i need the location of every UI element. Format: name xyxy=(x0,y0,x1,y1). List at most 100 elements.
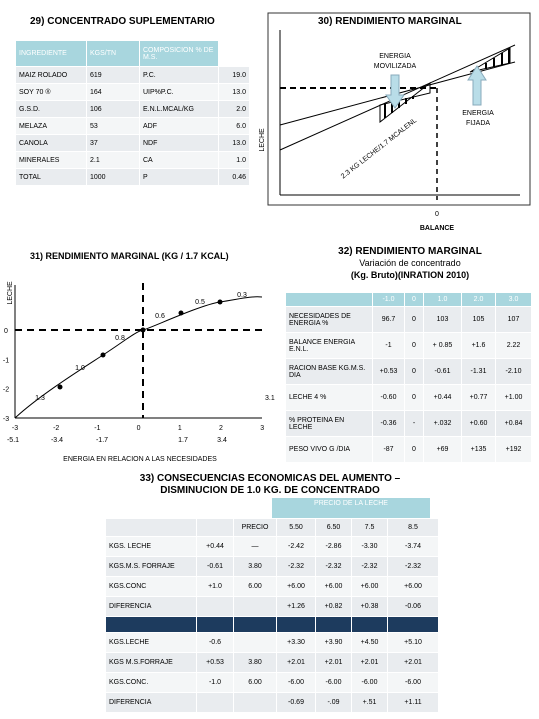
cell: P xyxy=(139,168,219,186)
cell: -2.32 xyxy=(351,556,388,577)
cell: KGS. LECHE xyxy=(105,536,197,557)
table: PRECIO 5.50 6.50 7.5 8.5 KGS. LECHE +0.44— -2.4… xyxy=(105,518,439,713)
cell: +6.00 xyxy=(387,576,439,597)
label: 1.7 xyxy=(178,437,188,444)
cell: 0 xyxy=(404,306,424,333)
cell: 2.0 xyxy=(461,292,496,307)
cell: +0.77 xyxy=(461,384,496,411)
cell: PESO VIVO G /DIA xyxy=(285,436,373,463)
side: 3.1 xyxy=(265,395,275,402)
cell: SOY 70 ® xyxy=(15,83,87,101)
arrow xyxy=(385,74,405,109)
cell: 0 xyxy=(404,292,424,307)
cell: +0.44 xyxy=(423,384,462,411)
cell: +135 xyxy=(461,436,496,463)
cell: 7.5 xyxy=(351,518,388,537)
cell: +192 xyxy=(495,436,532,463)
cell xyxy=(105,616,197,633)
label: ENERGIA MOVILIZADA xyxy=(374,53,417,70)
cell: KGS/TN xyxy=(86,40,140,67)
table: -1.0 0 1.0 2.0 3.0 NECESIDADES DE ENERGIA % 96… xyxy=(285,292,532,463)
cell: 3.80 xyxy=(233,652,277,673)
cell: -6.00 xyxy=(351,672,388,693)
cell: RACION BASE KG.M.S. DIA xyxy=(285,358,373,385)
cell: 13.0 xyxy=(218,134,250,152)
cell: +1.11 xyxy=(387,692,439,713)
cell: +0.38 xyxy=(351,596,388,617)
label: 0 xyxy=(4,328,8,335)
cell: -2.32 xyxy=(315,556,352,577)
cell: LECHE 4 % xyxy=(285,384,373,411)
cell xyxy=(233,596,277,617)
cell: MINERALES xyxy=(15,151,87,169)
label: -5.1 xyxy=(7,437,19,444)
cell: 0 xyxy=(404,436,424,463)
cell xyxy=(233,692,277,713)
group-header: PRECIO DE LA LECHE xyxy=(272,498,430,518)
cell: NECESIDADES DE ENERGIA % xyxy=(285,306,373,333)
cell: -2.86 xyxy=(315,536,352,557)
title: 31) RENDIMIENTO MARGINAL (KG / 1.7 KCAL) xyxy=(30,251,229,261)
cell: -3.30 xyxy=(351,536,388,557)
label: 0.3 xyxy=(237,292,247,299)
cell: -87 xyxy=(372,436,405,463)
label: ENERGIA FIJADA xyxy=(462,110,494,127)
cell: KGS.CONC. xyxy=(105,672,197,693)
curve xyxy=(14,296,263,419)
cell: 6.0 xyxy=(218,117,250,135)
title: 29) CONCENTRADO SUPLEMENTARIO xyxy=(30,16,215,27)
label: 0.6 xyxy=(155,313,165,320)
table: INGREDIENTE KGS/TN COMPOSICION % DE M.S. MA… xyxy=(15,40,250,186)
cell: 53 xyxy=(86,117,140,135)
cell: 13.0 xyxy=(218,83,250,101)
frame xyxy=(267,12,531,206)
subtitle: (Kg. Bruto)(INRATION 2010) xyxy=(350,270,470,280)
cell: DIFERENCIA xyxy=(105,692,197,713)
label: 3.4 xyxy=(217,437,227,444)
cell: -.09 xyxy=(315,692,352,713)
cell: — xyxy=(233,536,277,557)
cell: -6.00 xyxy=(276,672,316,693)
cell: E.N.L.MCAL/KG xyxy=(139,100,219,118)
label: -2 xyxy=(3,387,9,394)
title: DISMINUCION DE 1.0 KG. DE CONCENTRADO xyxy=(160,485,380,496)
cell: +6.00 xyxy=(276,576,316,597)
cell: 1000 xyxy=(86,168,140,186)
cell xyxy=(276,616,316,633)
cell: 2.1 xyxy=(86,151,140,169)
cell: G.S.D. xyxy=(15,100,87,118)
cell: 3.80 xyxy=(233,556,277,577)
cell: +2.01 xyxy=(387,652,439,673)
cell: COMPOSICION % DE M.S. xyxy=(139,40,219,67)
cell: -1 xyxy=(372,332,405,359)
cell: INGREDIENTE xyxy=(15,40,87,67)
cell: -1.0 xyxy=(196,672,234,693)
cell xyxy=(233,616,277,633)
cell: TOTAL xyxy=(15,168,87,186)
cell: 6.50 xyxy=(315,518,352,537)
cell: +4.50 xyxy=(351,632,388,653)
cell: +5.10 xyxy=(387,632,439,653)
cell: +69 xyxy=(423,436,462,463)
x-label: ENERGIA EN RELACION A LAS NECESIDADES xyxy=(63,456,217,463)
cell: +6.00 xyxy=(351,576,388,597)
cell: CANOLA xyxy=(15,134,87,152)
cell: -0.36 xyxy=(372,410,405,437)
cell: -1.0 xyxy=(372,292,405,307)
dots xyxy=(57,299,223,390)
cell: MAIZ ROLADO xyxy=(15,66,87,84)
cell: 164 xyxy=(86,83,140,101)
cell: -2.32 xyxy=(387,556,439,577)
cell xyxy=(196,616,234,633)
cell: 2.22 xyxy=(495,332,532,359)
cell: +0.53 xyxy=(196,652,234,673)
cell: +1.0 xyxy=(196,576,234,597)
cell: 3.0 xyxy=(495,292,532,307)
cell xyxy=(105,518,197,537)
cell: KGS.M.S. FORRAJE xyxy=(105,556,197,577)
cell: PRECIO xyxy=(233,518,277,537)
cell xyxy=(351,616,388,633)
label: -1 xyxy=(94,425,100,432)
